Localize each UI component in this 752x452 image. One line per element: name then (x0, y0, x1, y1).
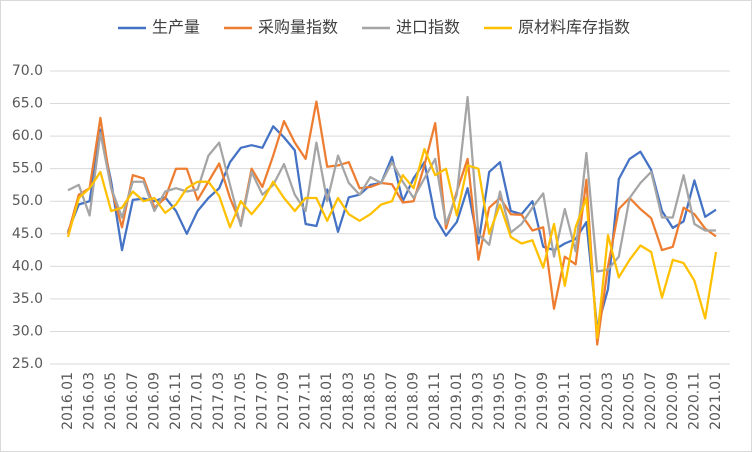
y-tick-label: 50.0 (12, 193, 43, 209)
x-tick-label: 2020.05 (622, 372, 638, 430)
x-tick-label: 2017.07 (254, 372, 270, 430)
y-tick-label: 25.0 (12, 356, 43, 372)
x-tick-label: 2020.01 (578, 372, 594, 430)
legend-label: 采购量指数 (258, 18, 338, 37)
x-tick-label: 2017.03 (211, 372, 227, 430)
x-tick-label: 2019.09 (535, 372, 551, 430)
x-tick-label: 2019.11 (557, 372, 573, 430)
y-tick-label: 45.0 (12, 226, 43, 242)
x-tick-label: 2017.01 (190, 372, 206, 430)
x-tick-label: 2018.11 (427, 372, 443, 430)
x-tick-label: 2020.03 (600, 372, 616, 430)
y-tick-label: 65.0 (12, 96, 43, 112)
x-tick-label: 2020.09 (665, 372, 681, 430)
x-tick-label: 2021.01 (708, 372, 724, 430)
x-tick-label: 2017.09 (276, 372, 292, 430)
x-tick-label: 2016.03 (82, 372, 98, 430)
y-tick-label: 70.0 (12, 63, 43, 79)
legend-label: 原材料库存指数 (518, 18, 630, 37)
x-tick-label: 2019.07 (514, 372, 530, 430)
legend-label: 进口指数 (396, 18, 460, 37)
x-tick-label: 2020.07 (643, 372, 659, 430)
line-series (66, 125, 717, 330)
legend-label: 生产量 (152, 18, 200, 37)
line-series (66, 100, 717, 346)
line-series (66, 147, 718, 340)
y-tick-label: 30.0 (12, 323, 43, 339)
x-tick-label: 2016.01 (60, 372, 76, 430)
x-tick-label: 2016.09 (146, 372, 162, 430)
x-tick-label: 2016.11 (168, 372, 184, 430)
y-tick-label: 35.0 (12, 291, 43, 307)
x-tick-label: 2018.05 (362, 372, 378, 430)
x-tick-label: 2018.09 (406, 372, 422, 430)
y-tick-label: 60.0 (12, 128, 43, 144)
x-tick-label: 2017.11 (298, 372, 314, 430)
x-tick-label: 2018.03 (341, 372, 357, 430)
x-tick-label: 2019.05 (492, 372, 508, 430)
y-tick-label: 55.0 (12, 161, 43, 177)
y-tick-label: 40.0 (12, 258, 43, 274)
x-tick-label: 2018.01 (319, 372, 335, 430)
x-tick-label: 2016.07 (125, 372, 141, 430)
x-tick-label: 2019.03 (470, 372, 486, 430)
line-series (67, 95, 716, 273)
legend: 生产量 采购量指数 进口指数 原材料库存指数 (118, 18, 630, 37)
x-tick-label: 2018.07 (384, 372, 400, 430)
x-tick-label: 2019.01 (449, 372, 465, 430)
x-tick-label: 2020.11 (686, 372, 702, 430)
x-tick-label: 2017.05 (233, 372, 249, 430)
x-tick-label: 2016.05 (103, 372, 119, 430)
